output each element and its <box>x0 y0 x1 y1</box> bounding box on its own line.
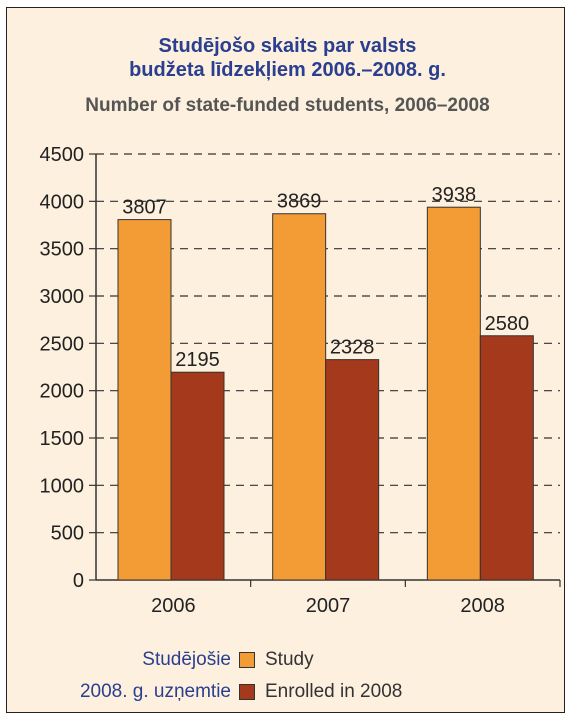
y-tick-label: 2000 <box>40 381 85 403</box>
chart-title-lv-line1: Studējošo skaits par valsts <box>158 35 417 57</box>
y-tick-label: 0 <box>73 570 84 592</box>
y-tick-label: 500 <box>51 523 84 545</box>
data-label: 3807 <box>122 197 167 219</box>
legend-label-lv: 2008. g. uzņemtie <box>79 681 231 702</box>
data-label: 3938 <box>432 184 477 206</box>
data-label: 2195 <box>175 349 220 371</box>
data-label: 3869 <box>277 191 322 213</box>
legend-item-study: Studējošie Study <box>0 648 314 672</box>
legend-item-enrolled: 2008. g. uzņemtie Enrolled in 2008 <box>0 680 402 704</box>
chart-title-en: Number of state-funded students, 2006–20… <box>85 95 490 116</box>
bar-enrolled <box>325 359 380 581</box>
bar-study <box>117 219 172 581</box>
x-tick-label: 2008 <box>460 595 505 617</box>
y-tick-label: 2500 <box>40 333 85 355</box>
bar-study <box>426 206 481 581</box>
y-tick-label: 4500 <box>40 144 85 166</box>
x-tick-label: 2007 <box>306 595 351 617</box>
data-label: 2328 <box>330 337 375 359</box>
bar-enrolled <box>170 371 225 581</box>
y-tick-label: 1500 <box>40 428 85 450</box>
bar-enrolled <box>479 335 534 581</box>
legend-label-en: Study <box>265 649 314 670</box>
legend-label-en: Enrolled in 2008 <box>265 681 403 702</box>
legend-label-lv: Studējošie <box>142 649 231 670</box>
data-label: 2580 <box>485 313 530 335</box>
legend-swatch-study <box>239 652 255 668</box>
y-tick-label: 3500 <box>40 239 85 261</box>
legend-swatch-enrolled <box>239 684 255 700</box>
y-tick-label: 4000 <box>40 191 85 213</box>
bar-study <box>272 213 327 581</box>
y-tick-label: 1000 <box>40 475 85 497</box>
x-tick-label: 2006 <box>151 595 196 617</box>
y-tick-label: 3000 <box>40 286 85 308</box>
chart-title-lv-line2: budžeta līdzekļiem 2006.–2008. g. <box>129 59 446 81</box>
